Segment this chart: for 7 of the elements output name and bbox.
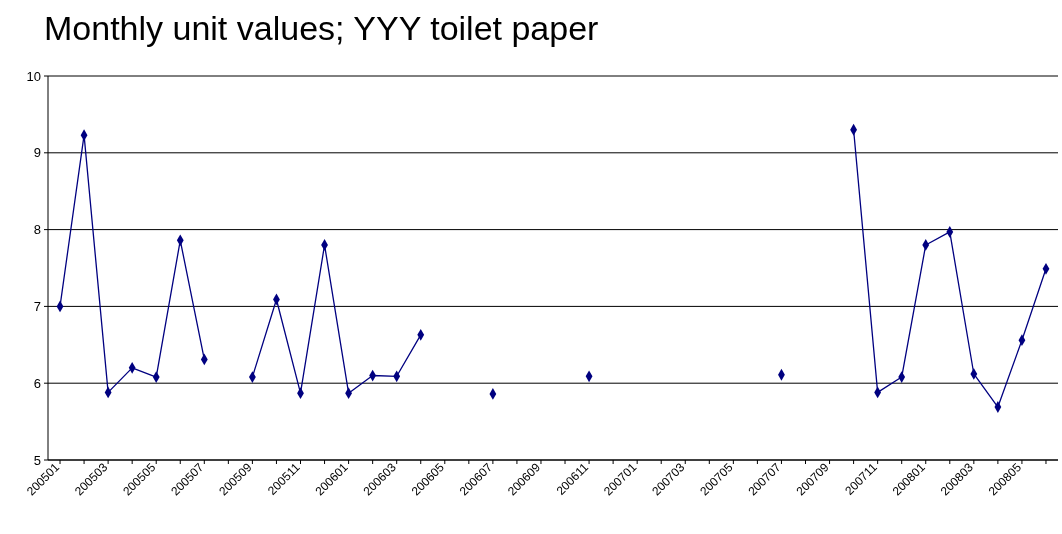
y-tick-label: 9: [33, 145, 41, 161]
y-tick-label: 10: [26, 68, 41, 84]
y-tick-label: 8: [33, 222, 41, 238]
chart-title: Monthly unit values; YYY toilet paper: [44, 9, 599, 47]
y-tick-label: 7: [33, 298, 41, 314]
y-tick-label: 6: [33, 375, 41, 391]
y-tick-label: 5: [33, 452, 41, 468]
